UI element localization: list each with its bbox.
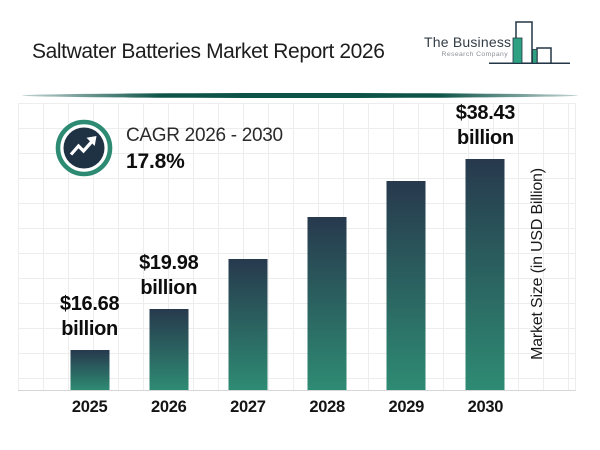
bar-group-2028: 2028: [288, 105, 367, 416]
bar-2026: [149, 309, 189, 390]
cagr-callout: CAGR 2026 - 2030 17.8%: [55, 119, 283, 177]
x-axis-label-2025: 2025: [71, 398, 108, 416]
y-axis-label: Market Size (in USD Billion): [529, 168, 546, 360]
bar-2028: [307, 217, 347, 390]
x-axis-label-2026: 2026: [150, 398, 187, 416]
bar-group-2029: 2029: [367, 105, 446, 416]
logo-company-name: The Business: [424, 34, 512, 50]
bar-group-2026: $19.98 billion 2026: [129, 105, 208, 416]
value-label-2025: $16.68 billion: [59, 293, 120, 340]
header-divider: [22, 93, 578, 98]
bar-2030: [465, 159, 505, 390]
cagr-value: 17.8%: [126, 150, 185, 173]
logo-company-subname: Research Company: [441, 51, 508, 58]
logo-buildings-icon: [489, 21, 570, 64]
bar-2025: [70, 350, 110, 390]
bar-group-2030: $38.43 billion 2030: [446, 102, 525, 416]
x-axis-label-2028: 2028: [309, 398, 345, 416]
cagr-text: CAGR 2026 - 2030 17.8%: [126, 119, 283, 174]
x-axis-label-2029: 2029: [388, 398, 425, 416]
cagr-period-label: CAGR 2026 - 2030: [126, 125, 283, 146]
page-title: Saltwater Batteries Market Report 2026: [32, 40, 385, 63]
logo-text: The Business Research Company: [424, 34, 512, 58]
company-logo: The Business Research Company: [424, 18, 574, 78]
value-label-2026: $19.98 billion: [139, 252, 199, 299]
bar-2027: [228, 259, 268, 390]
x-axis-label-2027: 2027: [230, 398, 266, 416]
value-label-2030: $38.43 billion: [455, 102, 516, 149]
bar-group-2027: 2027: [208, 105, 287, 416]
bar-2029: [386, 181, 426, 390]
x-axis-label-2030: 2030: [467, 398, 504, 416]
trending-up-badge-icon: [55, 119, 113, 177]
bars-container: $16.68 billion 2025 $19.98 billion 2026 2027 20…: [50, 102, 525, 416]
bar-group-2025: $16.68 billion 2025: [50, 105, 129, 416]
